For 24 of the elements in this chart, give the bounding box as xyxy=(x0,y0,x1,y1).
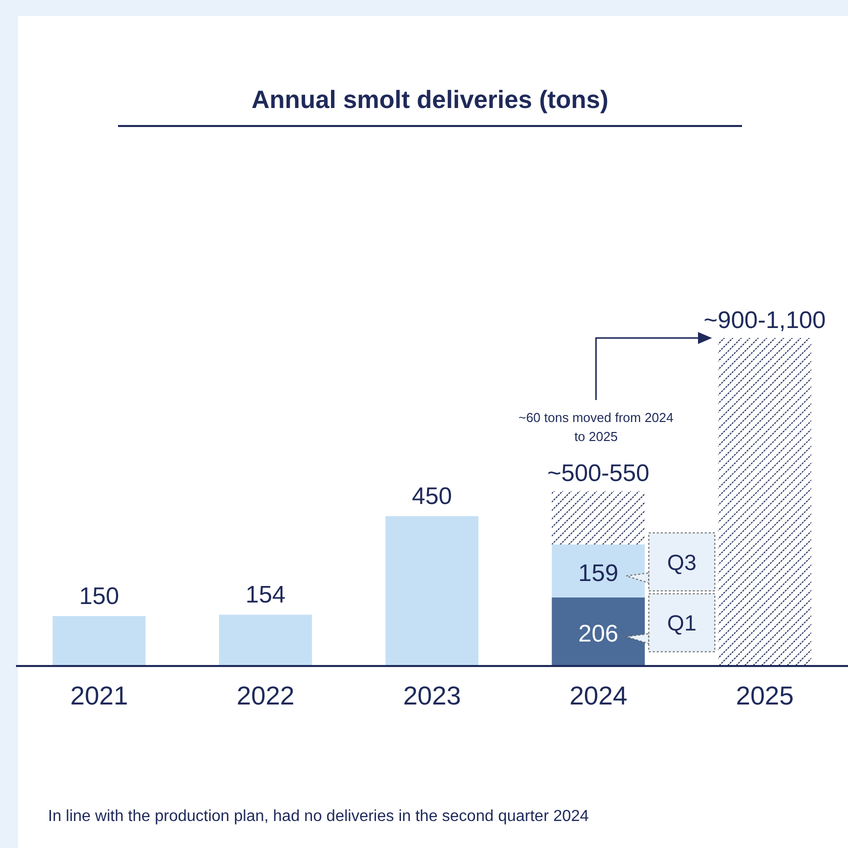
bar xyxy=(385,516,478,666)
data-label: 159 xyxy=(578,560,618,587)
text: In line with the production plan, had no deliveries in the second quarter 2024 xyxy=(48,808,590,826)
bar xyxy=(52,616,146,666)
bar xyxy=(552,491,645,544)
bar xyxy=(219,614,312,666)
x-tick-label: 2021 xyxy=(70,680,128,710)
series-label: Q1 xyxy=(667,610,696,636)
x-tick-label: 2023 xyxy=(403,680,461,710)
data-label: 450 xyxy=(412,483,452,510)
bar xyxy=(552,544,645,598)
data-label: 150 xyxy=(79,583,120,610)
bar xyxy=(718,338,812,666)
data-label: 154 xyxy=(245,582,286,609)
annotation: ~60 tons moved from 2024 to 2025 xyxy=(517,409,674,446)
chart-title: Annual smolt deliveries (tons) xyxy=(118,86,742,127)
x-tick-label: 2024 xyxy=(569,680,628,710)
bar xyxy=(552,597,645,666)
series-label: Q3 xyxy=(667,550,696,575)
data-label: 206 xyxy=(578,620,618,648)
x-tick-label: 2025 xyxy=(736,680,794,710)
total-label: ~900-1,100 xyxy=(704,307,826,334)
x-tick-label: 2022 xyxy=(236,680,295,710)
total-label: ~500-550 xyxy=(547,460,650,488)
